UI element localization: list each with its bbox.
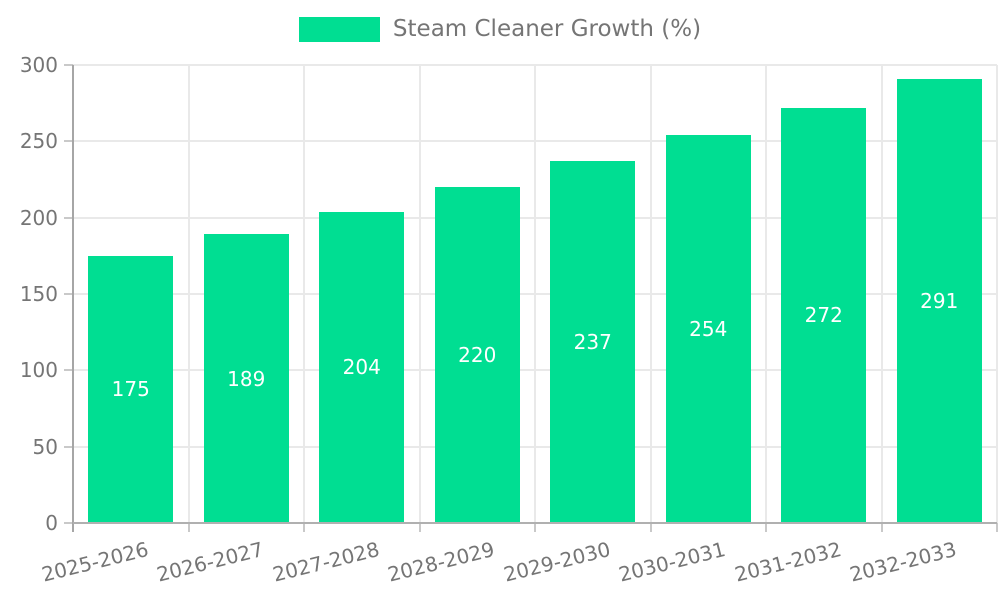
bar-value-label: 254	[689, 317, 728, 342]
y-axis-tick	[64, 216, 73, 219]
bar	[665, 135, 751, 523]
v-gridline	[996, 65, 998, 523]
bar	[203, 234, 289, 523]
legend-label: Steam Cleaner Growth (%)	[392, 16, 702, 42]
x-axis-tick	[534, 523, 536, 532]
bar-chart: Steam Cleaner Growth (%) 0 50 100 150 200 250…	[0, 14, 1000, 587]
bar	[434, 187, 520, 523]
y-axis-line	[72, 65, 74, 532]
y-axis-tick-label: 150	[19, 282, 58, 306]
v-gridline	[418, 65, 421, 523]
bar	[88, 255, 174, 523]
x-axis-tick	[418, 523, 421, 532]
y-axis-tick-label: 50	[32, 434, 58, 459]
v-gridline	[649, 65, 652, 523]
x-axis-tick	[880, 523, 883, 532]
legend-swatch	[298, 16, 380, 42]
x-axis-tick	[649, 523, 652, 532]
bar-value-label: 220	[458, 343, 497, 368]
bar	[896, 78, 982, 523]
x-axis-tick	[303, 523, 305, 532]
y-axis-tick	[64, 140, 73, 143]
bar-value-label: 175	[111, 377, 150, 402]
v-gridline	[303, 65, 305, 523]
y-axis-tick	[64, 64, 73, 66]
y-axis-tick	[64, 445, 73, 448]
y-axis-tick-label: 300	[19, 53, 58, 77]
y-axis-tick-label: 200	[19, 205, 58, 230]
v-gridline	[765, 65, 767, 523]
y-axis-tick	[64, 522, 73, 524]
bar-value-label: 204	[342, 355, 381, 380]
v-gridline	[187, 65, 190, 523]
bar	[319, 211, 405, 523]
x-axis-tick	[187, 523, 190, 532]
bar-value-label: 291	[920, 288, 959, 313]
y-axis-tick-label: 0	[45, 511, 58, 535]
legend-item[interactable]: Steam Cleaner Growth (%)	[0, 14, 1000, 44]
y-axis-tick	[64, 369, 73, 372]
y-axis-tick-label: 100	[19, 358, 58, 383]
x-axis-tick	[765, 523, 767, 532]
y-axis-tick-label: 250	[19, 129, 58, 154]
v-gridline	[534, 65, 536, 523]
y-axis-tick	[64, 293, 73, 295]
bar-value-label: 237	[573, 330, 612, 355]
bar-value-label: 189	[227, 366, 266, 391]
bar-value-label: 272	[804, 303, 843, 328]
v-gridline	[880, 65, 883, 523]
bar	[781, 107, 867, 523]
x-axis-tick	[996, 523, 998, 532]
bar	[550, 161, 636, 523]
x-axis-line	[73, 522, 997, 524]
